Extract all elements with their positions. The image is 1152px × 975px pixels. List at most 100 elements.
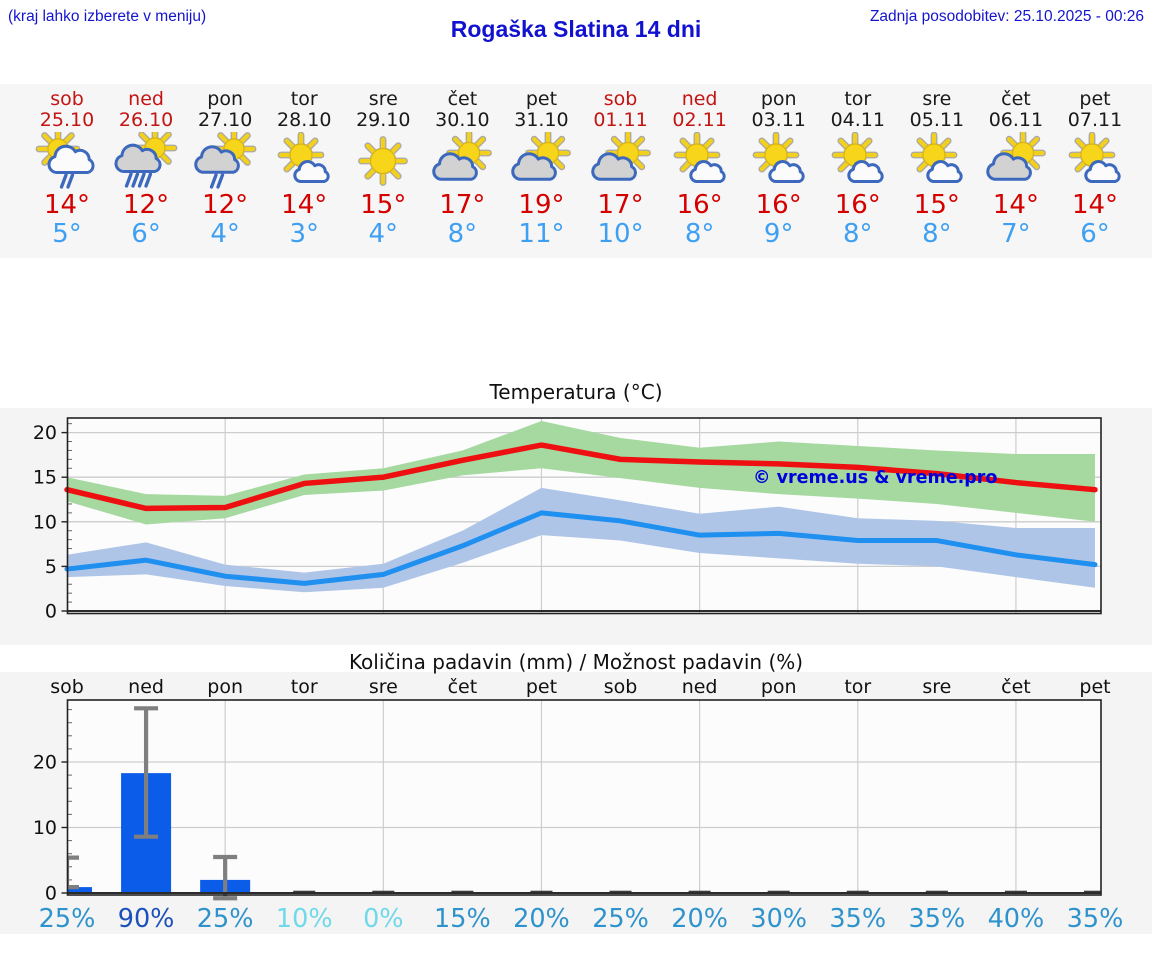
partly-cloudy-icon <box>430 130 494 190</box>
precip-zero-tick <box>372 890 395 893</box>
precip-probability-label: 35% <box>829 904 886 934</box>
min-temp-label: 5° <box>52 219 82 249</box>
day-date-label: 28.10 <box>277 109 332 131</box>
precip-probability-label: 35% <box>909 904 966 934</box>
precip-zero-tick <box>1084 890 1101 893</box>
day-date-label: 27.10 <box>197 109 253 131</box>
forecast-day: pet 07.11 14° 6° <box>1056 84 1135 258</box>
temp-chart-title: Temperatura (°C) <box>489 380 663 404</box>
min-temp-label: 4° <box>210 219 240 249</box>
precip-probability-label: 20% <box>513 904 570 934</box>
precip-probability-label: 90% <box>118 904 175 934</box>
precip-bar <box>67 887 92 893</box>
header-note: (kraj lahko izberete v meniju) <box>8 8 207 25</box>
band-max razpon <box>67 421 1095 525</box>
precip-probability-label: 0% <box>363 904 403 934</box>
forecast-day: sob 01.11 17° 10° <box>581 84 660 258</box>
min-temp-label: 3° <box>289 219 319 249</box>
min-temp-label: 6° <box>1080 219 1110 249</box>
mostly-sunny-icon <box>826 131 890 190</box>
svg-text:15: 15 <box>33 467 57 489</box>
day-date-label: 03.11 <box>751 109 806 131</box>
last-updated: Zadnja posodobitev: 25.10.2025 - 00:26 <box>869 8 1144 25</box>
day-date-label: 05.11 <box>909 109 965 131</box>
svg-text:sre: sre <box>369 676 398 698</box>
precip-probability-label: 10% <box>276 904 333 934</box>
day-name-label: sob <box>50 88 84 110</box>
svg-text:pon: pon <box>761 676 797 698</box>
forecast-day: sre 05.11 15° 8° <box>897 84 976 258</box>
forecast-strip: sob 25.10 14° 5° ned 26.10 12° 6° pon 27.10 12°… <box>0 84 1152 258</box>
mostly-sunny-icon <box>668 131 732 190</box>
day-date-label: 07.11 <box>1067 109 1123 131</box>
svg-text:5: 5 <box>45 556 57 578</box>
mostly-sunny-icon <box>272 131 336 190</box>
max-temp-label: 14° <box>992 190 1039 220</box>
max-temp-label: 19° <box>518 190 565 220</box>
forecast-day: čet 06.11 14° 7° <box>976 84 1055 258</box>
forecast-day: sob 25.10 14° 5° <box>28 84 107 258</box>
partly-cloudy-icon <box>509 130 573 190</box>
max-temp-label: 16° <box>755 190 802 220</box>
day-name-label: čet <box>447 88 478 110</box>
partly-cloudy-icon <box>589 130 653 190</box>
svg-text:čet: čet <box>1001 676 1031 698</box>
precip-zero-tick <box>925 890 948 893</box>
max-temp-label: 12° <box>123 190 170 220</box>
watermark: © vreme.us & vreme.pro <box>753 468 998 488</box>
day-name-label: tor <box>290 88 318 110</box>
precip-probability-label: 25% <box>592 904 649 934</box>
svg-text:sob: sob <box>50 676 84 698</box>
forecast-day: pon 27.10 12° 4° <box>186 84 265 258</box>
precip-zero-tick <box>688 890 711 893</box>
svg-text:10: 10 <box>33 511 57 533</box>
min-temp-label: 8° <box>922 219 952 249</box>
day-date-label: 01.11 <box>593 109 648 131</box>
svg-text:pet: pet <box>1079 676 1110 698</box>
day-date-label: 29.10 <box>356 109 411 131</box>
line-max temperatura <box>64 442 1098 512</box>
precipitation-chart: sob ned pon tor sre čet pet sob ned pon tor sre čet p… <box>33 676 1124 934</box>
svg-text:10: 10 <box>33 817 57 839</box>
svg-text:sre: sre <box>922 676 951 698</box>
min-temp-label: 6° <box>131 219 161 249</box>
forecast-day: ned 02.11 16° 8° <box>660 84 739 258</box>
max-temp-label: 14° <box>43 190 91 220</box>
min-temp-label: 9° <box>763 219 794 249</box>
max-temp-label: 14° <box>1071 190 1119 220</box>
day-name-label: sre <box>922 88 952 110</box>
sun-cloud-light-rain-icon <box>193 126 257 190</box>
svg-text:20: 20 <box>33 422 57 444</box>
mostly-sunny-icon <box>905 131 969 190</box>
max-temp-label: 12° <box>202 190 249 220</box>
sun-cloud-heavy-rain-icon <box>114 125 178 190</box>
mostly-sunny-icon <box>1063 131 1127 190</box>
day-name-label: ned <box>128 88 164 110</box>
max-temp-label: 16° <box>834 190 881 220</box>
day-date-label: 04.11 <box>830 109 885 131</box>
precip-zero-tick <box>451 890 474 893</box>
day-name-label: tor <box>844 88 872 110</box>
forecast-day: sre 29.10 15° 4° <box>344 84 423 258</box>
forecast-day: pet 31.10 19° 11° <box>502 84 581 258</box>
day-name-label: ned <box>681 88 718 110</box>
max-temp-label: 15° <box>913 190 960 220</box>
svg-text:ned: ned <box>128 676 164 698</box>
svg-text:tor: tor <box>291 676 318 698</box>
min-temp-label: 8° <box>447 219 478 249</box>
precip-probability-label: 25% <box>197 904 254 934</box>
svg-text:tor: tor <box>844 676 871 698</box>
precip-probability-label: 15% <box>434 904 491 934</box>
day-date-label: 30.10 <box>435 109 490 131</box>
day-name-label: pet <box>525 88 558 110</box>
min-temp-label: 8° <box>684 219 715 249</box>
min-temp-label: 7° <box>1001 219 1031 249</box>
precip-probability-label: 40% <box>988 904 1045 934</box>
sun-cloud-light-rain-icon <box>35 126 99 190</box>
svg-text:0: 0 <box>45 601 57 623</box>
svg-text:ned: ned <box>682 676 718 698</box>
temperature-chart: 0 5 10 15 20 <box>33 417 1102 623</box>
forecast-day: tor 28.10 14° 3° <box>265 84 344 258</box>
precip-probability-label: 35% <box>1067 904 1124 934</box>
